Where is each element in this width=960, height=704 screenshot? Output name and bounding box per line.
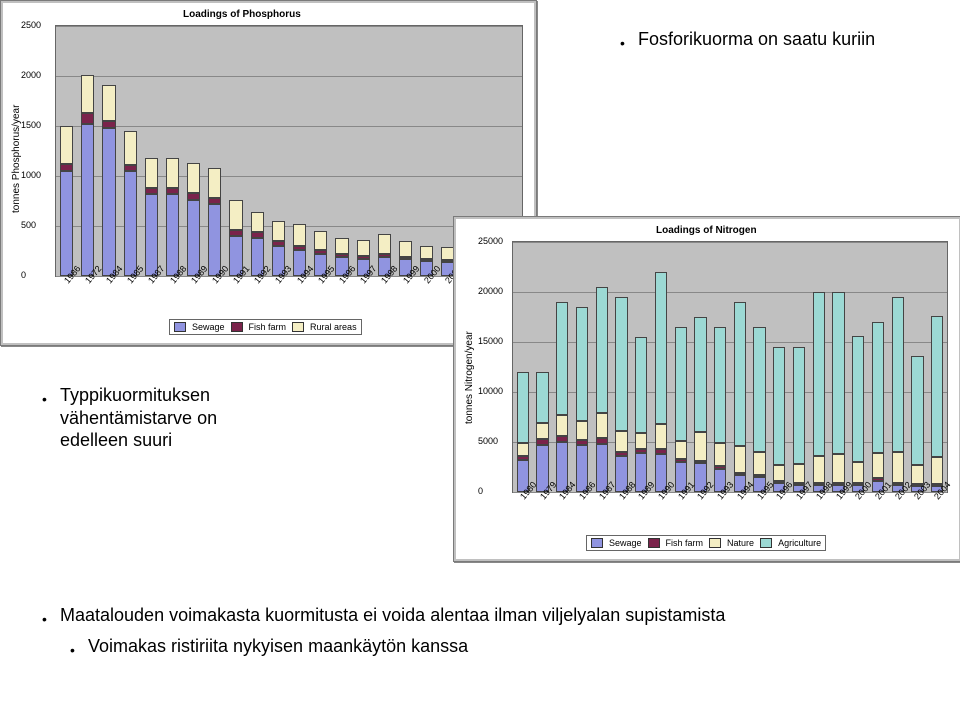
bullet-dot xyxy=(42,611,48,627)
legend-swatch-sewage xyxy=(591,538,603,548)
bar xyxy=(187,163,200,276)
bar xyxy=(872,322,884,492)
y-tick: 20000 xyxy=(478,286,510,296)
bar xyxy=(694,317,706,492)
legend-label: Fish farm xyxy=(249,322,287,332)
bullet-text: Voimakas ristiriita nykyisen maankäytön … xyxy=(88,635,468,658)
bar xyxy=(596,287,608,492)
y-tick: 0 xyxy=(21,270,53,280)
bar xyxy=(517,372,529,492)
bullet-dot xyxy=(42,391,48,452)
legend-label: Fish farm xyxy=(666,538,704,548)
bar xyxy=(166,158,179,276)
bar xyxy=(675,327,687,492)
legend: Sewage Fish farm Rural areas xyxy=(169,319,362,335)
legend-swatch-rural xyxy=(292,322,304,332)
bullet-mid: Typpikuormituksen vähentämistarve on ede… xyxy=(42,384,342,452)
legend-swatch-fishfarm xyxy=(648,538,660,548)
legend-label: Agriculture xyxy=(778,538,821,548)
y-tick: 1500 xyxy=(21,120,53,130)
legend-swatch-fishfarm xyxy=(231,322,243,332)
legend: Sewage Fish farm Nature Agriculture xyxy=(586,535,826,551)
bar xyxy=(536,372,548,492)
legend-label: Sewage xyxy=(192,322,225,332)
bullet-text: Typpikuormituksen vähentämistarve on ede… xyxy=(60,384,217,452)
y-tick: 0 xyxy=(478,486,510,496)
bar xyxy=(556,302,568,492)
bar xyxy=(208,168,221,276)
bar xyxy=(892,297,904,492)
legend-swatch-sewage xyxy=(174,322,186,332)
bar xyxy=(102,85,115,276)
y-tick: 500 xyxy=(21,220,53,230)
bar xyxy=(145,158,158,276)
legend-label: Rural areas xyxy=(310,322,357,332)
bullet-dot xyxy=(620,35,626,51)
bar xyxy=(793,347,805,492)
bar xyxy=(81,75,94,276)
bar xyxy=(813,292,825,492)
bullet-bottom: Maatalouden voimakasta kuormitusta ei vo… xyxy=(42,604,932,658)
bullet-top: Fosforikuorma on saatu kuriin xyxy=(620,28,900,51)
legend-swatch-agri xyxy=(760,538,772,548)
bar xyxy=(124,131,137,276)
bar xyxy=(852,336,864,492)
plot-area xyxy=(512,241,948,493)
bar xyxy=(773,347,785,492)
y-tick: 1000 xyxy=(21,170,53,180)
legend-swatch-nature xyxy=(709,538,721,548)
y-axis-title: tonnes Nitrogen/year xyxy=(464,331,475,424)
y-tick: 2000 xyxy=(21,70,53,80)
nitrogen-chart: Loadings of Nitrogen tonnes Nitrogen/yea… xyxy=(453,216,960,562)
bullet-dot xyxy=(70,642,76,658)
bar xyxy=(60,126,73,276)
y-tick: 25000 xyxy=(478,236,510,246)
y-tick: 2500 xyxy=(21,20,53,30)
bar xyxy=(734,302,746,492)
chart-title: Loadings of Phosphorus xyxy=(183,9,301,20)
y-tick: 15000 xyxy=(478,336,510,346)
bar xyxy=(832,292,844,492)
bar xyxy=(911,356,923,492)
bar xyxy=(655,272,667,492)
bar xyxy=(635,337,647,492)
chart-title: Loadings of Nitrogen xyxy=(656,225,757,236)
bar xyxy=(753,327,765,492)
bar xyxy=(714,327,726,492)
legend-label: Sewage xyxy=(609,538,642,548)
bar xyxy=(576,307,588,492)
bar xyxy=(931,316,943,492)
bar xyxy=(615,297,627,492)
y-tick: 5000 xyxy=(478,436,510,446)
bar xyxy=(229,200,242,276)
legend-label: Nature xyxy=(727,538,754,548)
y-tick: 10000 xyxy=(478,386,510,396)
bullet-text: Maatalouden voimakasta kuormitusta ei vo… xyxy=(60,604,725,627)
bullet-text: Fosforikuorma on saatu kuriin xyxy=(638,28,875,51)
